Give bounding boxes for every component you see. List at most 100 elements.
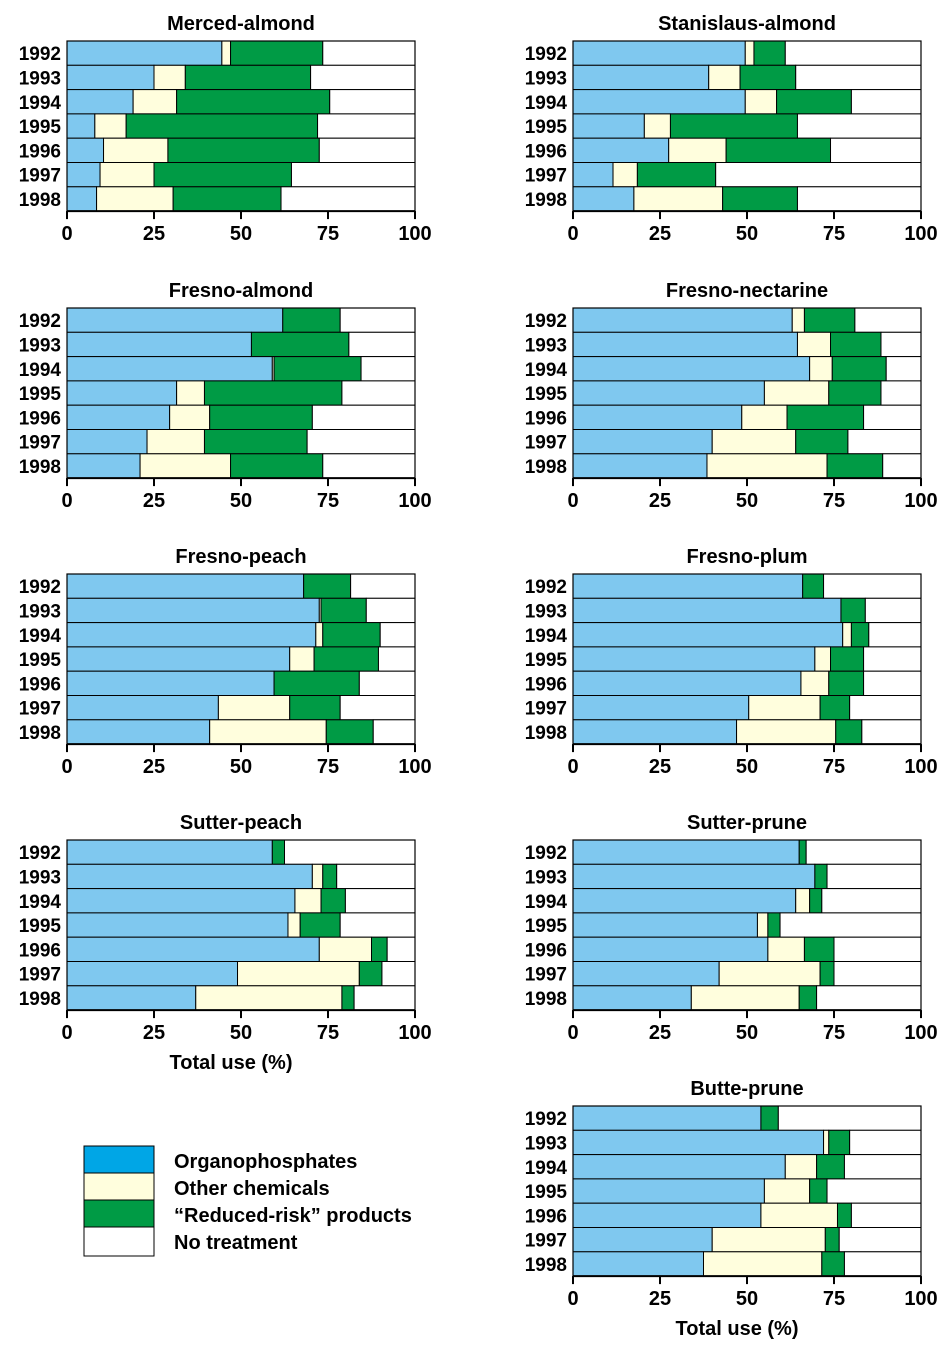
bar-no-treatment-1992 [805,839,922,865]
bar-organophosphates-1996 [572,936,769,963]
bar-reduced-risk-1996 [836,1202,852,1228]
year-label-1993: 1993 [525,68,567,89]
x-tick-label: 0 [567,1288,578,1310]
year-label-1995: 1995 [19,650,62,671]
bar-organophosphates-1996 [66,670,275,697]
bar-other-chemicals-1995 [287,912,301,938]
x-tick-label: 100 [398,223,431,245]
year-label-1994: 1994 [19,626,62,647]
year-label-1995: 1995 [525,650,568,671]
bar-organophosphates-1992 [66,839,273,865]
bar-organophosphates-1995 [66,380,178,406]
bar-reduced-risk-1993 [184,64,312,91]
bar-other-chemicals-1995 [814,646,832,672]
bar-other-chemicals-1995 [94,113,127,139]
year-label-1997: 1997 [525,965,567,986]
year-label-1994: 1994 [525,93,568,114]
bar-reduced-risk-1992 [271,839,286,865]
bar-other-chemicals-1994 [795,888,811,914]
x-tick-label: 100 [904,1022,937,1044]
year-label-1992: 1992 [19,577,61,598]
bar-no-treatment-1994 [821,888,922,914]
bar-organophosphates-1995 [572,113,645,139]
bar-reduced-risk-1993 [828,1129,851,1156]
bar-no-treatment-1997 [715,162,922,188]
bar-no-treatment-1992 [322,40,416,66]
bar-no-treatment-1992 [339,307,416,333]
panel-title: Stanislaus-almond [658,13,836,35]
bar-organophosphates-1996 [66,936,320,963]
bar-no-treatment-1995 [880,380,922,406]
bar-no-treatment-1997 [849,695,922,721]
bar-reduced-risk-1994 [322,622,381,648]
bar-reduced-risk-1996 [167,137,320,163]
year-label-1993: 1993 [525,335,567,356]
bar-other-chemicals-1996 [318,936,372,963]
x-tick-label: 100 [904,223,937,245]
bar-reduced-risk-1998 [835,719,863,745]
bar-organophosphates-1997 [66,695,219,721]
bar-reduced-risk-1996 [803,936,835,963]
bar-reduced-risk-1995 [203,380,343,406]
bar-no-treatment-1996 [386,936,416,963]
year-label-1998: 1998 [19,989,61,1010]
bar-no-treatment-1994 [329,89,416,115]
year-label-1997: 1997 [19,433,61,454]
bar-reduced-risk-1992 [753,40,786,66]
bar-no-treatment-1995 [796,113,922,139]
bar-organophosphates-1993 [572,863,816,890]
bar-other-chemicals-1992 [744,40,755,66]
bar-no-treatment-1994 [843,1154,922,1180]
bar-reduced-risk-1998 [722,186,798,212]
bar-organophosphates-1997 [66,162,101,188]
bar-organophosphates-1992 [572,573,804,599]
bar-other-chemicals-1997 [748,695,821,721]
year-label-1994: 1994 [525,360,568,381]
bar-no-treatment-1998 [796,186,922,212]
bar-other-chemicals-1994 [842,622,852,648]
year-label-1992: 1992 [19,843,61,864]
year-label-1997: 1997 [525,433,567,454]
year-label-1998: 1998 [525,457,567,478]
bar-other-chemicals-1996 [800,670,830,697]
bar-other-chemicals-1995 [756,912,769,938]
bar-other-chemicals-1997 [146,429,205,455]
bar-no-treatment-1998 [322,453,416,479]
bar-organophosphates-1995 [572,380,765,406]
x-tick-label: 75 [823,1022,845,1044]
bar-no-treatment-1996 [358,670,416,697]
bar-reduced-risk-1997 [795,429,849,455]
panel-butte-prune: Butte-prune 1992 1993 1994 1995 1996 1997 19980… [525,1078,938,1340]
bar-other-chemicals-1994 [744,89,778,115]
x-axis-label: Total use (%) [676,1318,799,1340]
x-tick-label: 0 [567,756,578,778]
bar-reduced-risk-1998 [826,453,884,479]
bar-no-treatment-1995 [341,380,416,406]
bar-reduced-risk-1993 [739,64,797,91]
legend-swatch-reduced-risk [83,1199,155,1230]
bar-reduced-risk-1994 [776,89,852,115]
bar-other-chemicals-1997 [237,961,360,987]
bar-organophosphates-1992 [572,1105,762,1131]
panel-title: Fresno-nectarine [666,280,828,302]
x-tick-label: 50 [230,1022,252,1044]
bar-organophosphates-1998 [66,453,141,479]
bar-no-treatment-1994 [379,622,416,648]
x-tick-label: 25 [143,756,165,778]
year-label-1996: 1996 [19,940,61,961]
year-label-1997: 1997 [19,166,61,187]
year-label-1992: 1992 [525,44,567,65]
bar-organophosphates-1997 [66,961,239,987]
bar-no-treatment-1992 [823,573,922,599]
bar-no-treatment-1993 [826,863,922,890]
bar-other-chemicals-1994 [294,888,322,914]
bar-no-treatment-1992 [284,839,416,865]
panel-title: Fresno-peach [175,546,306,568]
bar-organophosphates-1993 [572,64,710,91]
panel-title: Sutter-peach [180,812,302,834]
panel-sutter-peach: Sutter-peach 1992 1993 1994 1995 1996 1997 1998… [19,812,432,1074]
year-label-1997: 1997 [19,699,61,720]
year-label-1996: 1996 [19,674,61,695]
bar-reduced-risk-1997 [824,1227,840,1253]
bar-organophosphates-1998 [572,186,635,212]
